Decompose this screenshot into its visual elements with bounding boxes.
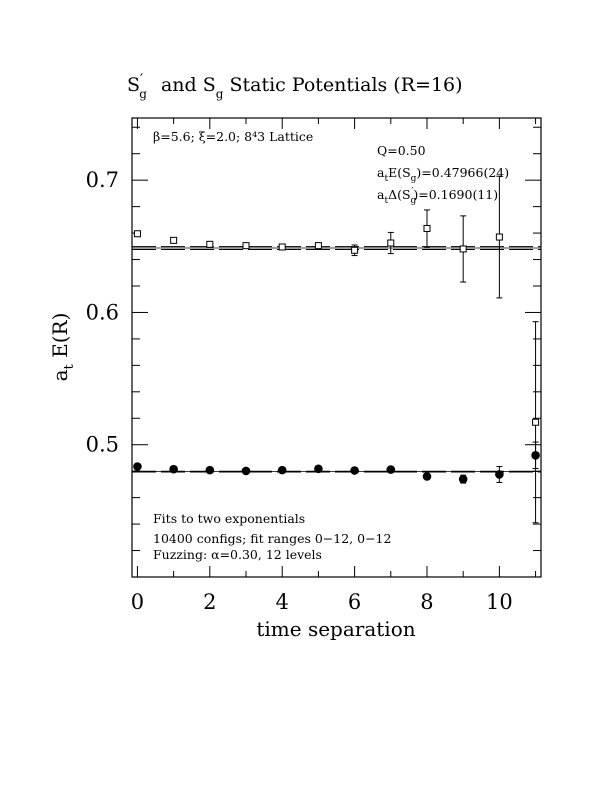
- x-tick-label: 2: [203, 590, 216, 614]
- lattice-annotation: β=5.6; ξ=2.0; 8⁴3 Lattice: [153, 129, 313, 144]
- filled-circle-point: [314, 464, 323, 474]
- plot-frame: [131, 117, 542, 578]
- fit-bands: [132, 246, 541, 473]
- filled-circle-point: [241, 466, 251, 476]
- x-tick-label: 0: [131, 590, 144, 614]
- delta-sub1: t: [384, 196, 388, 206]
- open-square-point: [170, 236, 178, 244]
- filled-circle-point: [458, 474, 468, 484]
- open-square-point: [133, 230, 141, 238]
- open-square-point: [532, 418, 540, 426]
- x-axis-label: time separation: [256, 617, 415, 641]
- title-mid-sub: g: [216, 87, 224, 101]
- title-rest: Static Potentials (R=16): [223, 74, 462, 96]
- filled-circle-point: [350, 466, 359, 475]
- axis-ticks: 0 2 4 6 8 10 0.5 0.6 0.7: [86, 118, 541, 614]
- q-annotation: Q=0.50: [377, 143, 426, 158]
- delta-a: a: [377, 187, 385, 202]
- y-tick-label: 0.7: [86, 168, 119, 192]
- open-square-point: [278, 243, 286, 251]
- ylabel-b: E(R): [48, 313, 72, 365]
- chart-title: S′ g and Sg Static Potentials (R=16): [127, 72, 463, 101]
- x-tick-label: 6: [348, 590, 361, 614]
- open-square-point: [314, 242, 322, 250]
- delta-annotation: atΔ(Sg′)=0.1690(11): [377, 187, 498, 206]
- filled-circle-point: [277, 465, 287, 475]
- open-square-point: [351, 246, 359, 254]
- filled-circle-point: [133, 462, 142, 471]
- y-tick-label: 0.6: [86, 300, 119, 324]
- y-axis-label: at E(R): [48, 313, 77, 382]
- open-square-point: [459, 245, 467, 253]
- filled-circle-point: [531, 451, 540, 460]
- title-mid: and S: [155, 74, 216, 96]
- open-square-point: [387, 239, 395, 247]
- open-square-point: [242, 242, 250, 250]
- energy-a: a: [377, 165, 385, 180]
- energy-sub2: g: [411, 174, 417, 184]
- delta-sub2: g: [411, 196, 417, 206]
- filled-circle-point: [169, 464, 178, 474]
- delta-sup: ′: [411, 187, 413, 197]
- x-tick-label: 8: [420, 590, 433, 614]
- configs-annotation: 10400 configs; fit ranges 0−12, 0−12: [153, 531, 391, 546]
- y-tick-label: 0.5: [86, 433, 119, 457]
- title-part1-sup: ′: [140, 72, 143, 88]
- filled-circle-point: [386, 465, 396, 474]
- title-part1-sub: g: [139, 87, 147, 101]
- filled-circle-point: [205, 465, 215, 475]
- fits-annotation: Fits to two exponentials: [153, 511, 305, 526]
- energy-c: )=0.47966(24): [416, 165, 509, 180]
- energy-annotation: atE(Sg)=0.47966(24): [377, 165, 509, 184]
- delta-b: Δ(S: [388, 187, 410, 202]
- open-square-point: [423, 224, 431, 232]
- energy-sub1: t: [384, 174, 388, 184]
- fuzzing-annotation: Fuzzing: α=0.30, 12 levels: [153, 547, 322, 562]
- filled-circle-point: [495, 470, 504, 479]
- title-part1: S: [127, 74, 140, 96]
- ylabel-a: a: [48, 369, 72, 381]
- delta-c: )=0.1690(11): [413, 187, 498, 202]
- filled-circle-point: [422, 472, 432, 481]
- ylabel-sub: t: [62, 363, 77, 369]
- energy-b: E(S: [388, 165, 411, 180]
- data-points: [133, 175, 540, 524]
- x-tick-label: 10: [486, 590, 513, 614]
- open-square-point: [495, 233, 503, 241]
- open-square-point: [206, 240, 214, 248]
- x-tick-label: 4: [276, 590, 289, 614]
